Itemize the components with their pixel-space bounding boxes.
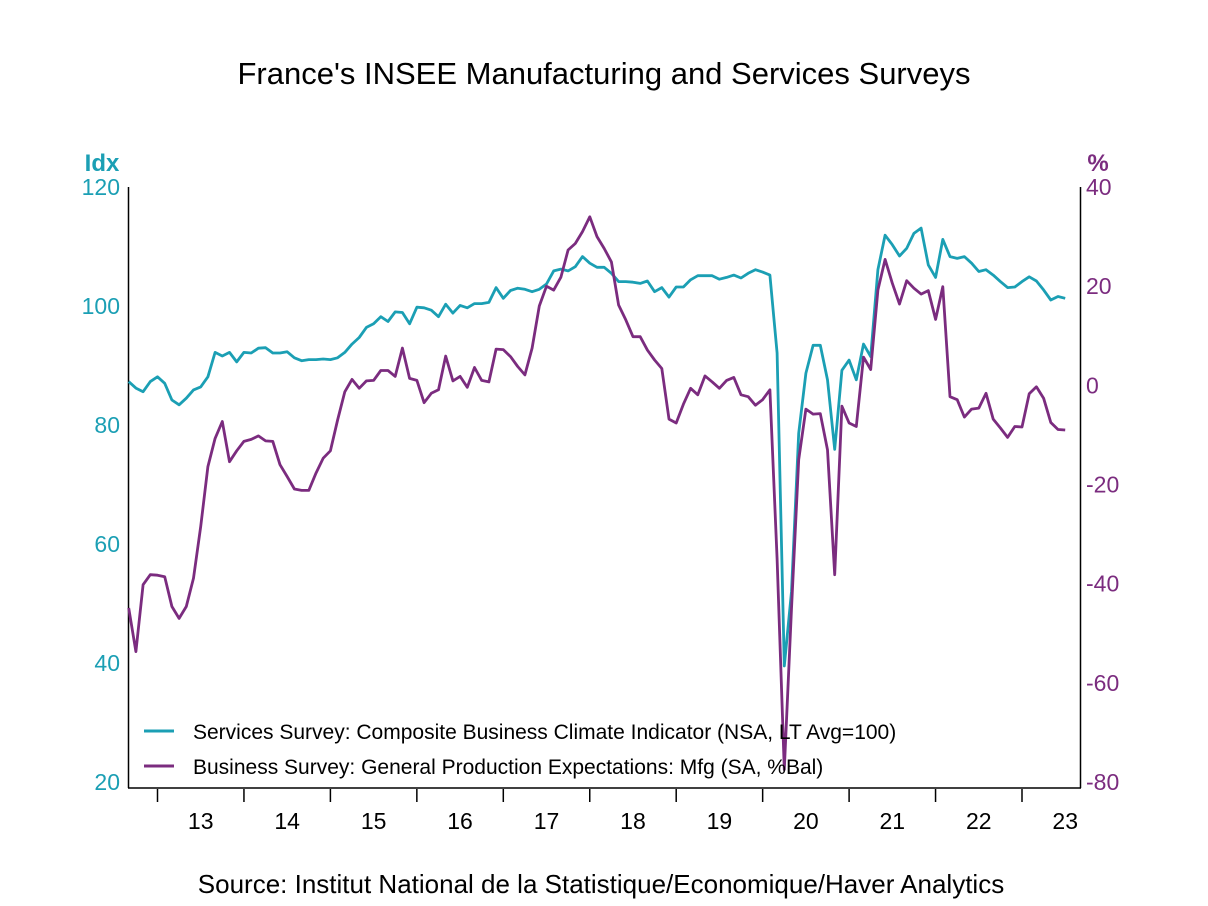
x-tick-label: 21 (880, 808, 906, 834)
x-tick-label: 13 (188, 808, 214, 834)
series-points (128, 216, 1066, 770)
right-tick-label: -60 (1086, 670, 1119, 696)
left-tick-label: 120 (82, 174, 120, 200)
chart-title: France's INSEE Manufacturing and Service… (237, 56, 970, 91)
series-points (128, 227, 1066, 667)
x-tick-label: 15 (361, 808, 387, 834)
legend-label-manufacturing: Business Survey: General Production Expe… (193, 756, 823, 779)
legend: Services Survey: Composite Business Clim… (144, 721, 896, 779)
left-axis-unit: Idx (85, 150, 120, 177)
left-tick-label: 80 (94, 412, 120, 438)
x-tick-label: 14 (274, 808, 300, 834)
x-tick-label: 19 (707, 808, 733, 834)
legend-label-services: Services Survey: Composite Business Clim… (193, 721, 896, 744)
left-tick-label: 60 (94, 531, 120, 557)
x-tick-label: 18 (620, 808, 646, 834)
left-tick-label: 20 (94, 769, 120, 795)
right-tick-label: 20 (1086, 273, 1112, 299)
right-tick-label: -80 (1086, 769, 1119, 795)
x-tick-label: 23 (1052, 808, 1078, 834)
x-tick-label: 16 (447, 808, 473, 834)
right-tick-label: 0 (1086, 372, 1099, 398)
manufacturing-series-line (127, 215, 1066, 771)
x-tick-label: 20 (793, 808, 819, 834)
right-tick-label: -20 (1086, 472, 1119, 498)
source-note: Source: Institut National de la Statisti… (198, 869, 1004, 899)
left-tick-label: 40 (94, 650, 120, 676)
right-axis-unit: % (1087, 150, 1108, 177)
left-tick-label: 100 (82, 293, 120, 319)
x-tick-label: 22 (966, 808, 992, 834)
right-tick-label: -40 (1086, 571, 1119, 597)
right-tick-label: 40 (1086, 174, 1112, 200)
x-tick-label: 17 (534, 808, 560, 834)
